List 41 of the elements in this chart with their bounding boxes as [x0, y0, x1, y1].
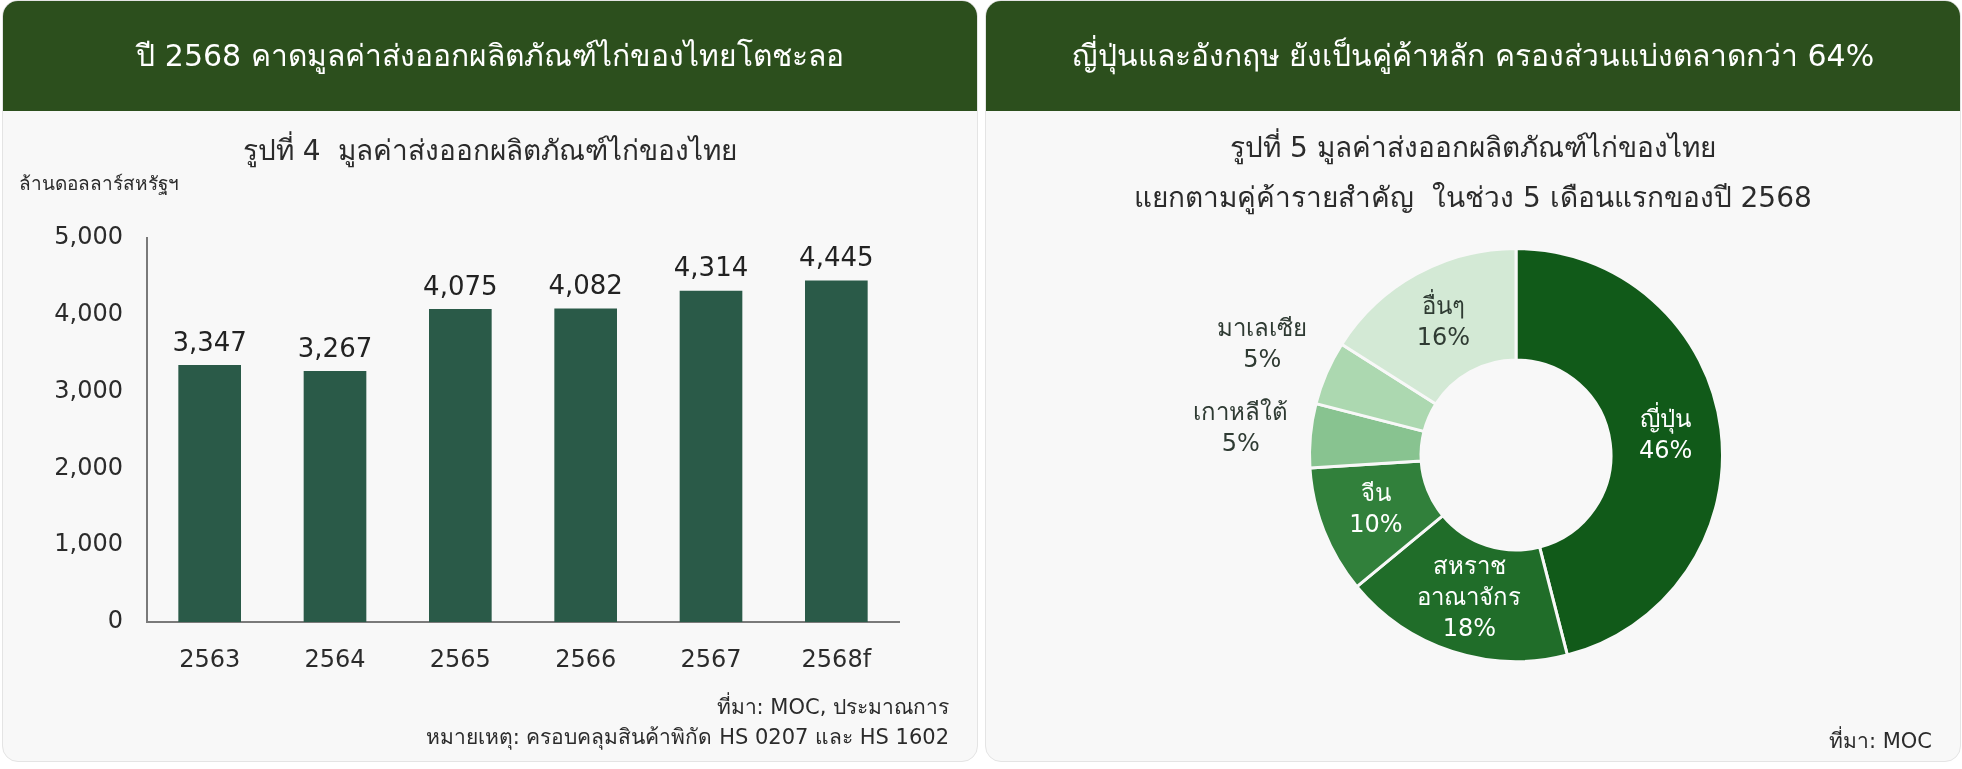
y-axis-title: ล้านดอลลาร์สหรัฐฯ	[19, 171, 179, 195]
data-label: 3,267	[297, 332, 373, 363]
data-label: 16%	[1416, 322, 1471, 351]
x-tick-label: 2565	[429, 644, 491, 673]
slice-label: อื่นๆ	[1421, 288, 1465, 320]
bar	[554, 308, 617, 622]
bar	[303, 371, 367, 622]
x-tick-label: 2564	[304, 644, 366, 673]
y-tick-label: 5,000	[54, 222, 123, 251]
y-tick-label: 4,000	[54, 299, 123, 328]
slice-label: ญี่ปุ่น	[1640, 401, 1692, 434]
data-label: 5%	[1243, 344, 1282, 373]
bar	[679, 290, 743, 622]
text: หมายเหตุ: ครอบคลุมสินค้าพิกัด HS 0207 และ HS 1602	[425, 725, 949, 749]
data-label: 4,445	[799, 242, 874, 273]
y-tick-label: 2,000	[54, 452, 123, 481]
y-tick-label: 0	[107, 606, 123, 635]
slice-label: เกาหลีใต้	[1193, 397, 1289, 426]
chart-subtitle: รูปที่ 4 มูลค่าส่งออกผลิตภัณฑ์ไก่ของไทย	[242, 131, 738, 170]
chart-subtitle: รูปที่ 5 มูลค่าส่งออกผลิตภัณฑ์ไก่ของไทย แยกตามคู่ค้ารายสำคัญ ในช่วง 5 เดือนแรกของปี 2568	[1134, 127, 1812, 217]
bar	[429, 309, 492, 622]
data-label: 3,347	[172, 326, 247, 357]
x-tick-label: 2563	[179, 644, 241, 673]
data-label: 18%	[1442, 613, 1497, 642]
bar	[805, 280, 868, 622]
data-label: 4,082	[548, 270, 623, 301]
data-label: 4,314	[673, 252, 749, 283]
y-tick-label: 1,000	[54, 529, 123, 558]
slice-label: มาเลเซีย	[1217, 313, 1308, 342]
x-tick-label: 2566	[555, 644, 617, 673]
chart-title: ปี 2568 คาดมูลค่าส่งออกผลิตภัณฑ์ไก่ของไทยโตชะลอ	[136, 38, 844, 73]
data-label: 10%	[1349, 510, 1403, 539]
data-label: 4,075	[423, 270, 498, 301]
slice-label: สหราช อาณาจักร	[1417, 551, 1522, 611]
data-label: 46%	[1638, 435, 1693, 464]
x-tick-label: 2568f	[801, 644, 872, 673]
data-label: 5%	[1221, 428, 1260, 457]
slice-label: จีน	[1360, 479, 1391, 508]
y-tick-label: 3,000	[54, 375, 123, 404]
bar	[178, 364, 241, 622]
x-tick-label: 2567	[680, 644, 742, 673]
